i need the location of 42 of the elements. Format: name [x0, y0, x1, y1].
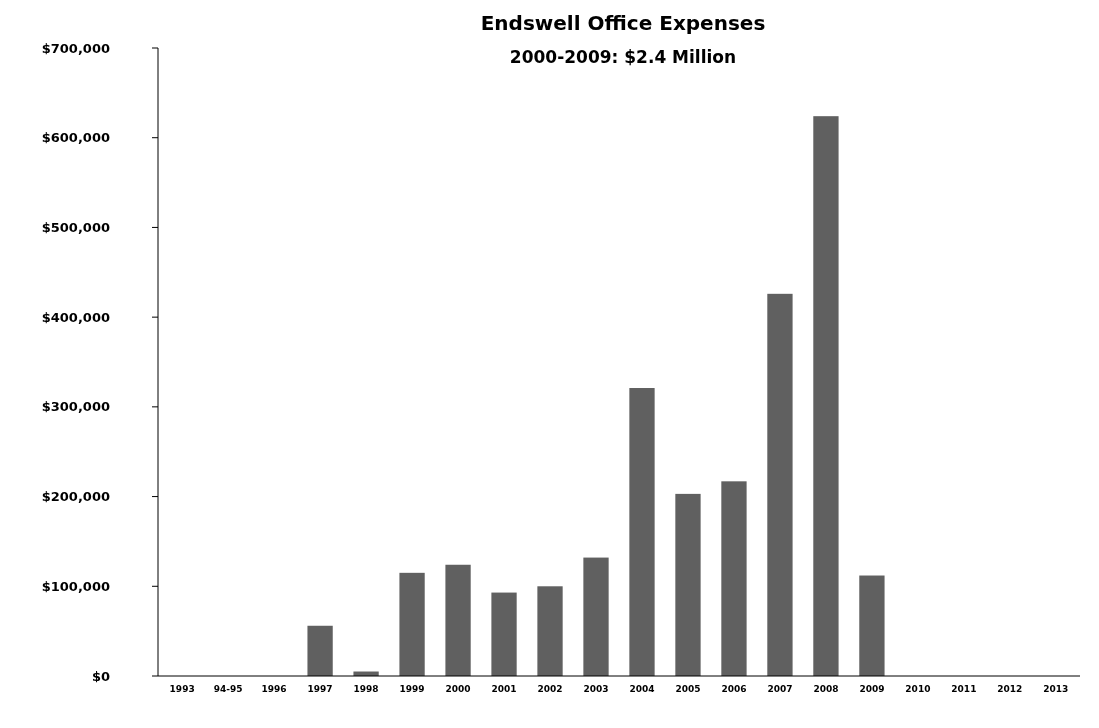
chart-subtitle: 2000-2009: $2.4 Million [509, 47, 737, 67]
chart-title: Endswell Office Expenses [480, 11, 766, 35]
x-tick-label: 2001 [491, 684, 517, 694]
y-tick-label: $0 [91, 668, 110, 684]
x-tick-label: 2013 [1043, 684, 1069, 694]
x-tick-label: 2006 [721, 684, 747, 694]
bar [675, 493, 701, 676]
bar [491, 592, 517, 676]
x-tick-label: 2012 [997, 684, 1023, 694]
y-tick-label: $400,000 [41, 309, 110, 325]
x-tick-label: 2003 [583, 684, 609, 694]
bar [629, 388, 655, 676]
x-tick-label: 1999 [399, 684, 425, 694]
y-tick-label: $600,000 [41, 130, 110, 146]
x-tick-label: 1998 [353, 684, 379, 694]
x-tick-label: 94-95 [213, 684, 243, 694]
x-tick-label: 2008 [813, 684, 839, 694]
x-tick-label: 1997 [307, 684, 333, 694]
x-tick-label: 1993 [169, 684, 195, 694]
bar [307, 625, 333, 676]
x-tick-label: 1996 [261, 684, 287, 694]
x-tick-label: 2004 [629, 684, 655, 694]
x-tick-label: 2009 [859, 684, 885, 694]
y-tick-label: $500,000 [41, 219, 110, 235]
x-tick-label: 2011 [951, 684, 977, 694]
bar [767, 293, 793, 676]
x-tick-label: 2000 [445, 684, 471, 694]
x-tick-label: 2002 [537, 684, 563, 694]
y-tick-label: $200,000 [41, 489, 110, 505]
bar [445, 564, 471, 676]
y-tick-label: $300,000 [41, 399, 110, 415]
y-tick-label: $100,000 [41, 578, 110, 594]
x-tick-label: 2005 [675, 684, 701, 694]
bar [813, 116, 839, 676]
bar [537, 586, 563, 676]
bar [399, 572, 425, 676]
x-tick-label: 2007 [767, 684, 793, 694]
bar [583, 557, 609, 676]
x-tick-label: 2010 [905, 684, 931, 694]
y-tick-label: $700,000 [41, 40, 110, 56]
bar [859, 575, 885, 676]
bar [721, 481, 747, 676]
